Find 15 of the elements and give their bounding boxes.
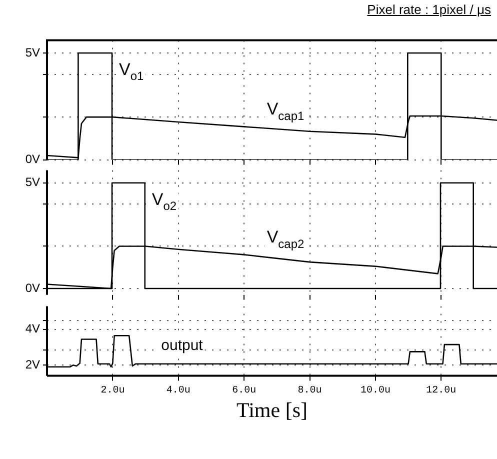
y-tick-label: 2V: [25, 357, 40, 372]
x-axis-title: Time [s]: [236, 398, 308, 422]
x-tick-label: 6.0u: [232, 385, 256, 396]
series-label: output: [161, 336, 204, 354]
x-tick-label: 8.0u: [298, 385, 322, 396]
y-tick-label: 5V: [25, 175, 40, 190]
y-tick-label: 0V: [25, 152, 40, 166]
chart-title: Pixel rate : 1pixel / μs: [367, 2, 491, 17]
y-tick-label: 5V: [25, 45, 40, 60]
x-tick-label: 10.0u: [360, 385, 390, 396]
y-tick-label: 0V: [25, 280, 40, 295]
y-tick-label: 4V: [25, 322, 40, 336]
x-tick-label: 2.0u: [100, 385, 125, 396]
x-tick-label: 12.0u: [426, 385, 456, 396]
x-tick-label: 4.0u: [166, 385, 190, 396]
